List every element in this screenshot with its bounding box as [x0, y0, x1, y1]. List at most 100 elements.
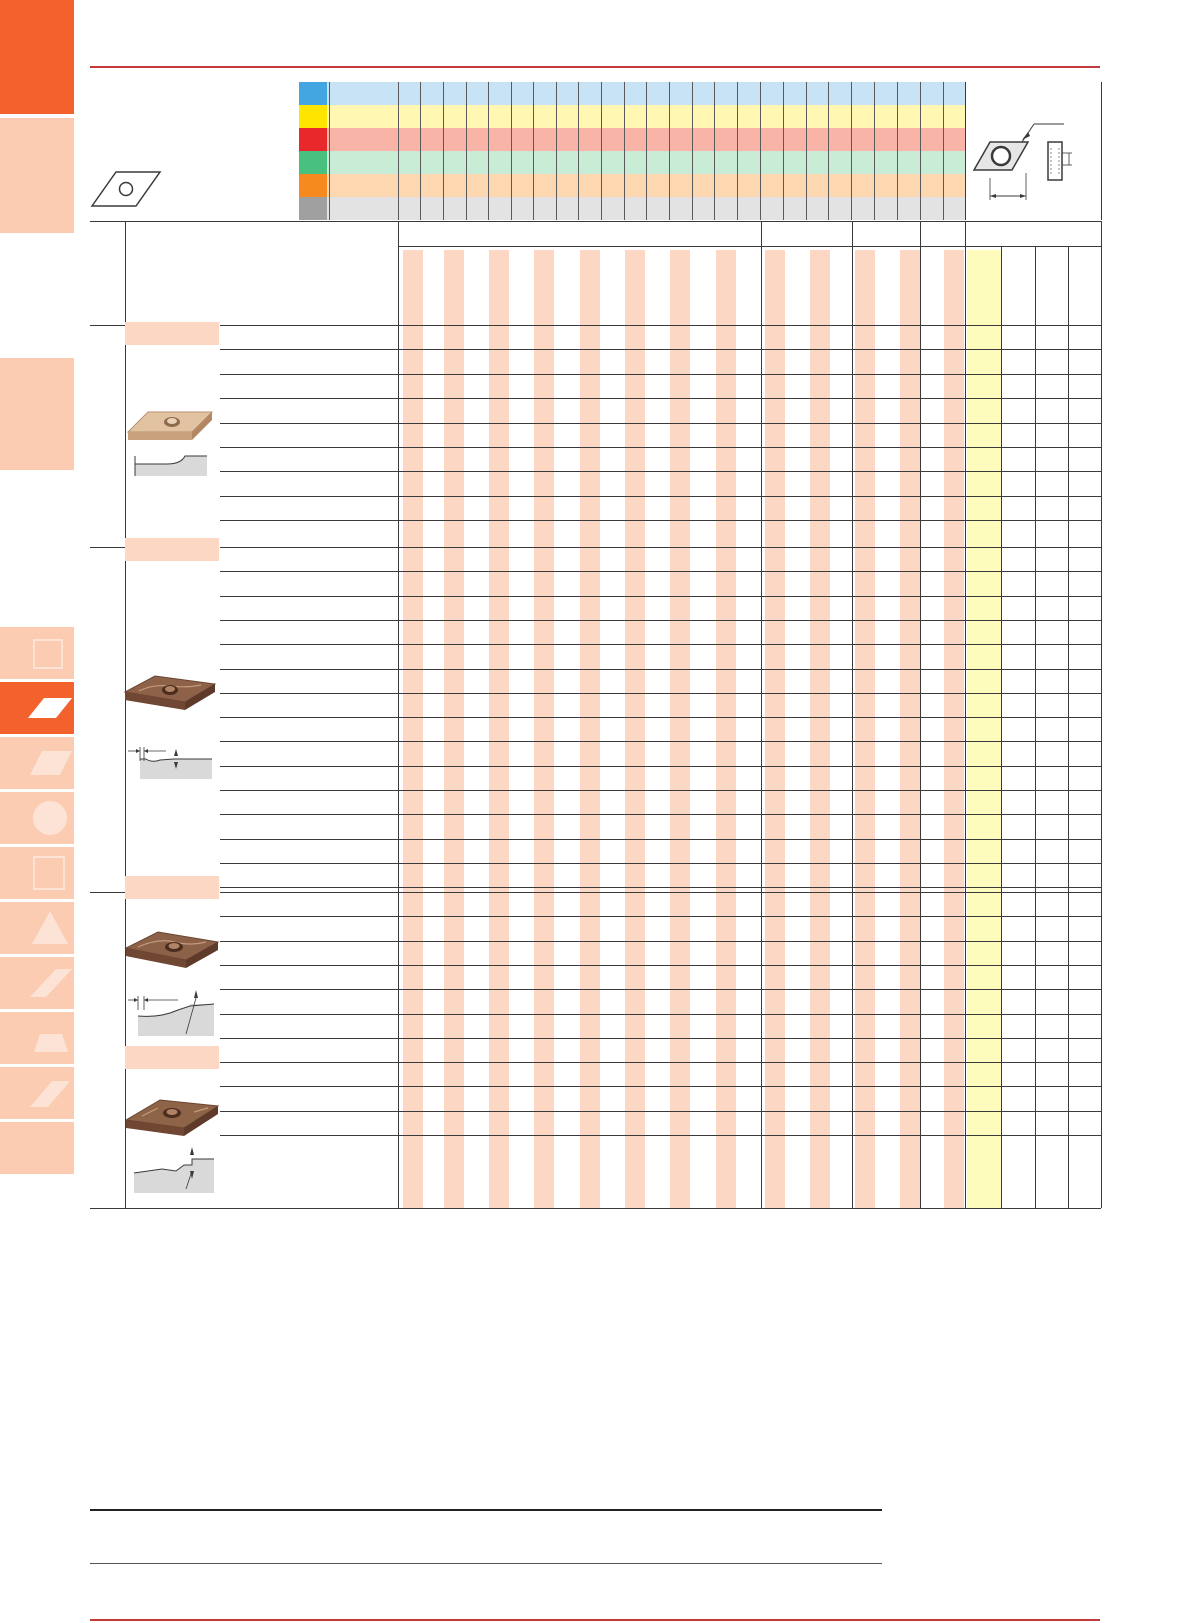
table-row	[220, 814, 1101, 815]
table-row	[220, 620, 1101, 621]
grade-col-line	[1101, 82, 1102, 220]
grade-swatch-p	[299, 82, 327, 105]
table-col	[1001, 246, 1002, 1208]
section-tab-active[interactable]	[0, 0, 74, 114]
highlight-column	[967, 250, 1002, 1208]
table-row	[220, 423, 1101, 424]
column-stripe	[765, 250, 785, 1208]
bronze-insert-wide-icon	[124, 931, 220, 968]
grade-col-line	[556, 82, 557, 220]
grade-col-line	[760, 82, 761, 220]
column-stripe	[534, 250, 554, 1208]
table-col	[852, 221, 853, 1208]
grade-swatch-h	[299, 197, 327, 220]
table-row	[220, 1014, 1101, 1015]
column-stripe	[403, 250, 423, 1208]
column-stripe	[855, 250, 875, 1208]
grade-col-line	[533, 82, 534, 220]
column-stripe	[900, 250, 920, 1208]
footer-rule-top	[90, 1509, 882, 1511]
table-row	[220, 766, 1101, 767]
table-row	[220, 644, 1101, 645]
nav-parallelogram-insert[interactable]	[0, 1067, 74, 1119]
section-label-2	[125, 538, 219, 561]
nav-rhombus-35-insert[interactable]	[0, 737, 74, 789]
table-col	[398, 221, 399, 1208]
grade-row-n	[299, 151, 965, 174]
rhombus-narrow-insert-icon	[30, 969, 72, 997]
section-label-4	[125, 1046, 219, 1069]
table-col	[965, 221, 966, 1208]
insert-dimension-diagram-icon	[972, 123, 1072, 200]
table-row	[220, 741, 1101, 742]
table-rule	[90, 221, 1101, 222]
grade-swatch-m	[299, 105, 327, 128]
grade-col-line	[488, 82, 489, 220]
bronze-insert-chipbreaker-icon	[123, 675, 217, 710]
chipbreaker-profile-step-icon	[133, 1147, 214, 1193]
grade-col-line	[920, 82, 921, 220]
rhombus-insert-icon	[28, 698, 72, 718]
table-col	[1068, 246, 1069, 1208]
table-row	[220, 965, 1101, 966]
grade-swatch-s	[299, 174, 327, 197]
section-tab[interactable]	[0, 358, 74, 470]
table-row	[220, 1038, 1101, 1039]
triangle-insert-icon	[32, 911, 68, 944]
nav-trigon-insert[interactable]	[0, 1012, 74, 1064]
grade-row-h	[299, 197, 965, 220]
rhombus-35-insert-icon	[30, 751, 72, 775]
section-tab[interactable]	[0, 118, 74, 233]
nav-blank-tab[interactable]	[0, 1122, 74, 1174]
nav-square-insert-small[interactable]	[0, 847, 74, 899]
grade-col-line	[624, 82, 625, 220]
nav-round-insert[interactable]	[0, 792, 74, 844]
grade-col-line	[965, 82, 966, 220]
grade-col-line	[398, 82, 399, 220]
table-row	[220, 398, 1101, 399]
table-row	[220, 887, 1101, 888]
column-stripe	[489, 250, 509, 1208]
grade-col-line	[851, 82, 852, 220]
table-col	[1035, 246, 1036, 1208]
table-row	[220, 892, 1101, 893]
table-col	[1101, 221, 1102, 1208]
table-row	[220, 1111, 1101, 1112]
grade-col-line	[420, 82, 421, 220]
table-col	[125, 221, 126, 1208]
column-stripe	[810, 250, 830, 1208]
table-row	[220, 571, 1101, 572]
table-row	[220, 916, 1101, 917]
table-rule	[90, 1208, 1101, 1209]
table-row	[220, 863, 1101, 864]
table-row	[220, 325, 1101, 326]
table-row	[220, 1062, 1101, 1063]
table-row	[220, 941, 1101, 942]
nav-square-insert[interactable]	[0, 627, 74, 679]
table-row	[220, 596, 1101, 597]
grade-col-line	[466, 82, 467, 220]
section-rule	[90, 325, 126, 326]
chipbreaker-profile-angle-icon	[128, 747, 212, 779]
nav-rhombus-narrow-insert[interactable]	[0, 957, 74, 1009]
table-row	[220, 717, 1101, 718]
grade-col-line	[646, 82, 647, 220]
grade-col-line	[714, 82, 715, 220]
rhombus-insert-shape-icon	[90, 171, 162, 207]
nav-triangle-insert[interactable]	[0, 902, 74, 954]
square-insert-icon	[33, 639, 63, 669]
column-stripe	[444, 250, 464, 1208]
footer-rule-bottom	[90, 1563, 882, 1564]
table-row	[220, 471, 1101, 472]
table-row	[220, 520, 1101, 521]
nav-rhombus-insert-active[interactable]	[0, 682, 74, 734]
table-row	[220, 1086, 1101, 1087]
grade-col-line	[806, 82, 807, 220]
square-insert-small-icon	[33, 856, 65, 890]
table-row	[220, 447, 1101, 448]
table-row	[220, 1135, 1101, 1136]
grade-col-line	[511, 82, 512, 220]
column-stripe	[580, 250, 600, 1208]
table-row	[220, 496, 1101, 497]
grade-col-line	[669, 82, 670, 220]
